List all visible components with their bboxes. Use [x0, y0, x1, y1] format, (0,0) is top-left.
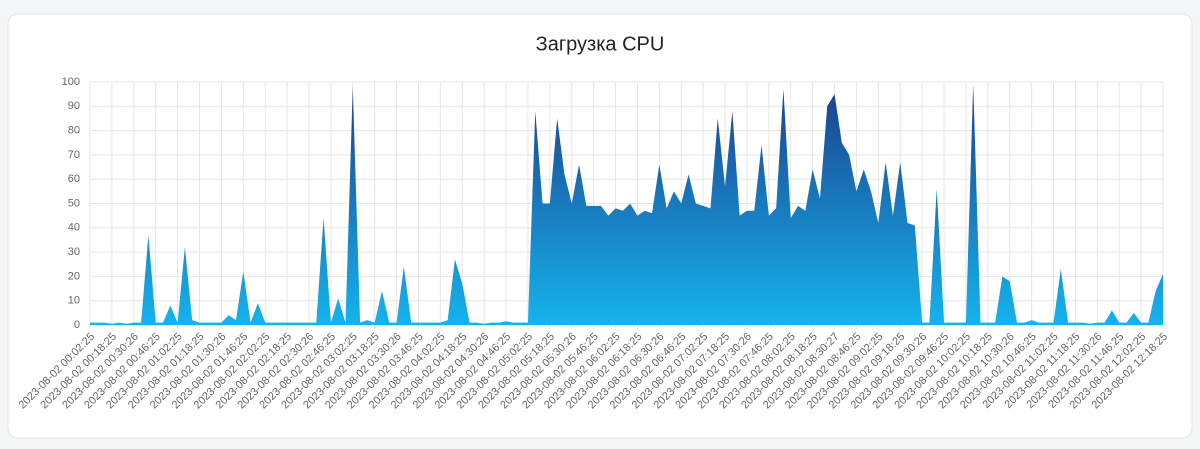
y-tick-label: 60 [68, 173, 80, 185]
chart-title: Загрузка CPU [536, 33, 665, 55]
y-tick-label: 70 [68, 149, 80, 161]
y-tick-label: 0 [74, 319, 80, 331]
y-tick-label: 100 [62, 76, 80, 88]
y-tick-label: 80 [68, 125, 80, 137]
y-tick-label: 50 [68, 197, 80, 209]
y-tick-label: 10 [68, 295, 80, 307]
y-tick-label: 40 [68, 222, 80, 234]
area [90, 84, 1163, 326]
y-tick-label: 20 [68, 270, 80, 282]
y-tick-label: 90 [68, 100, 80, 112]
y-tick-label: 30 [68, 246, 80, 258]
